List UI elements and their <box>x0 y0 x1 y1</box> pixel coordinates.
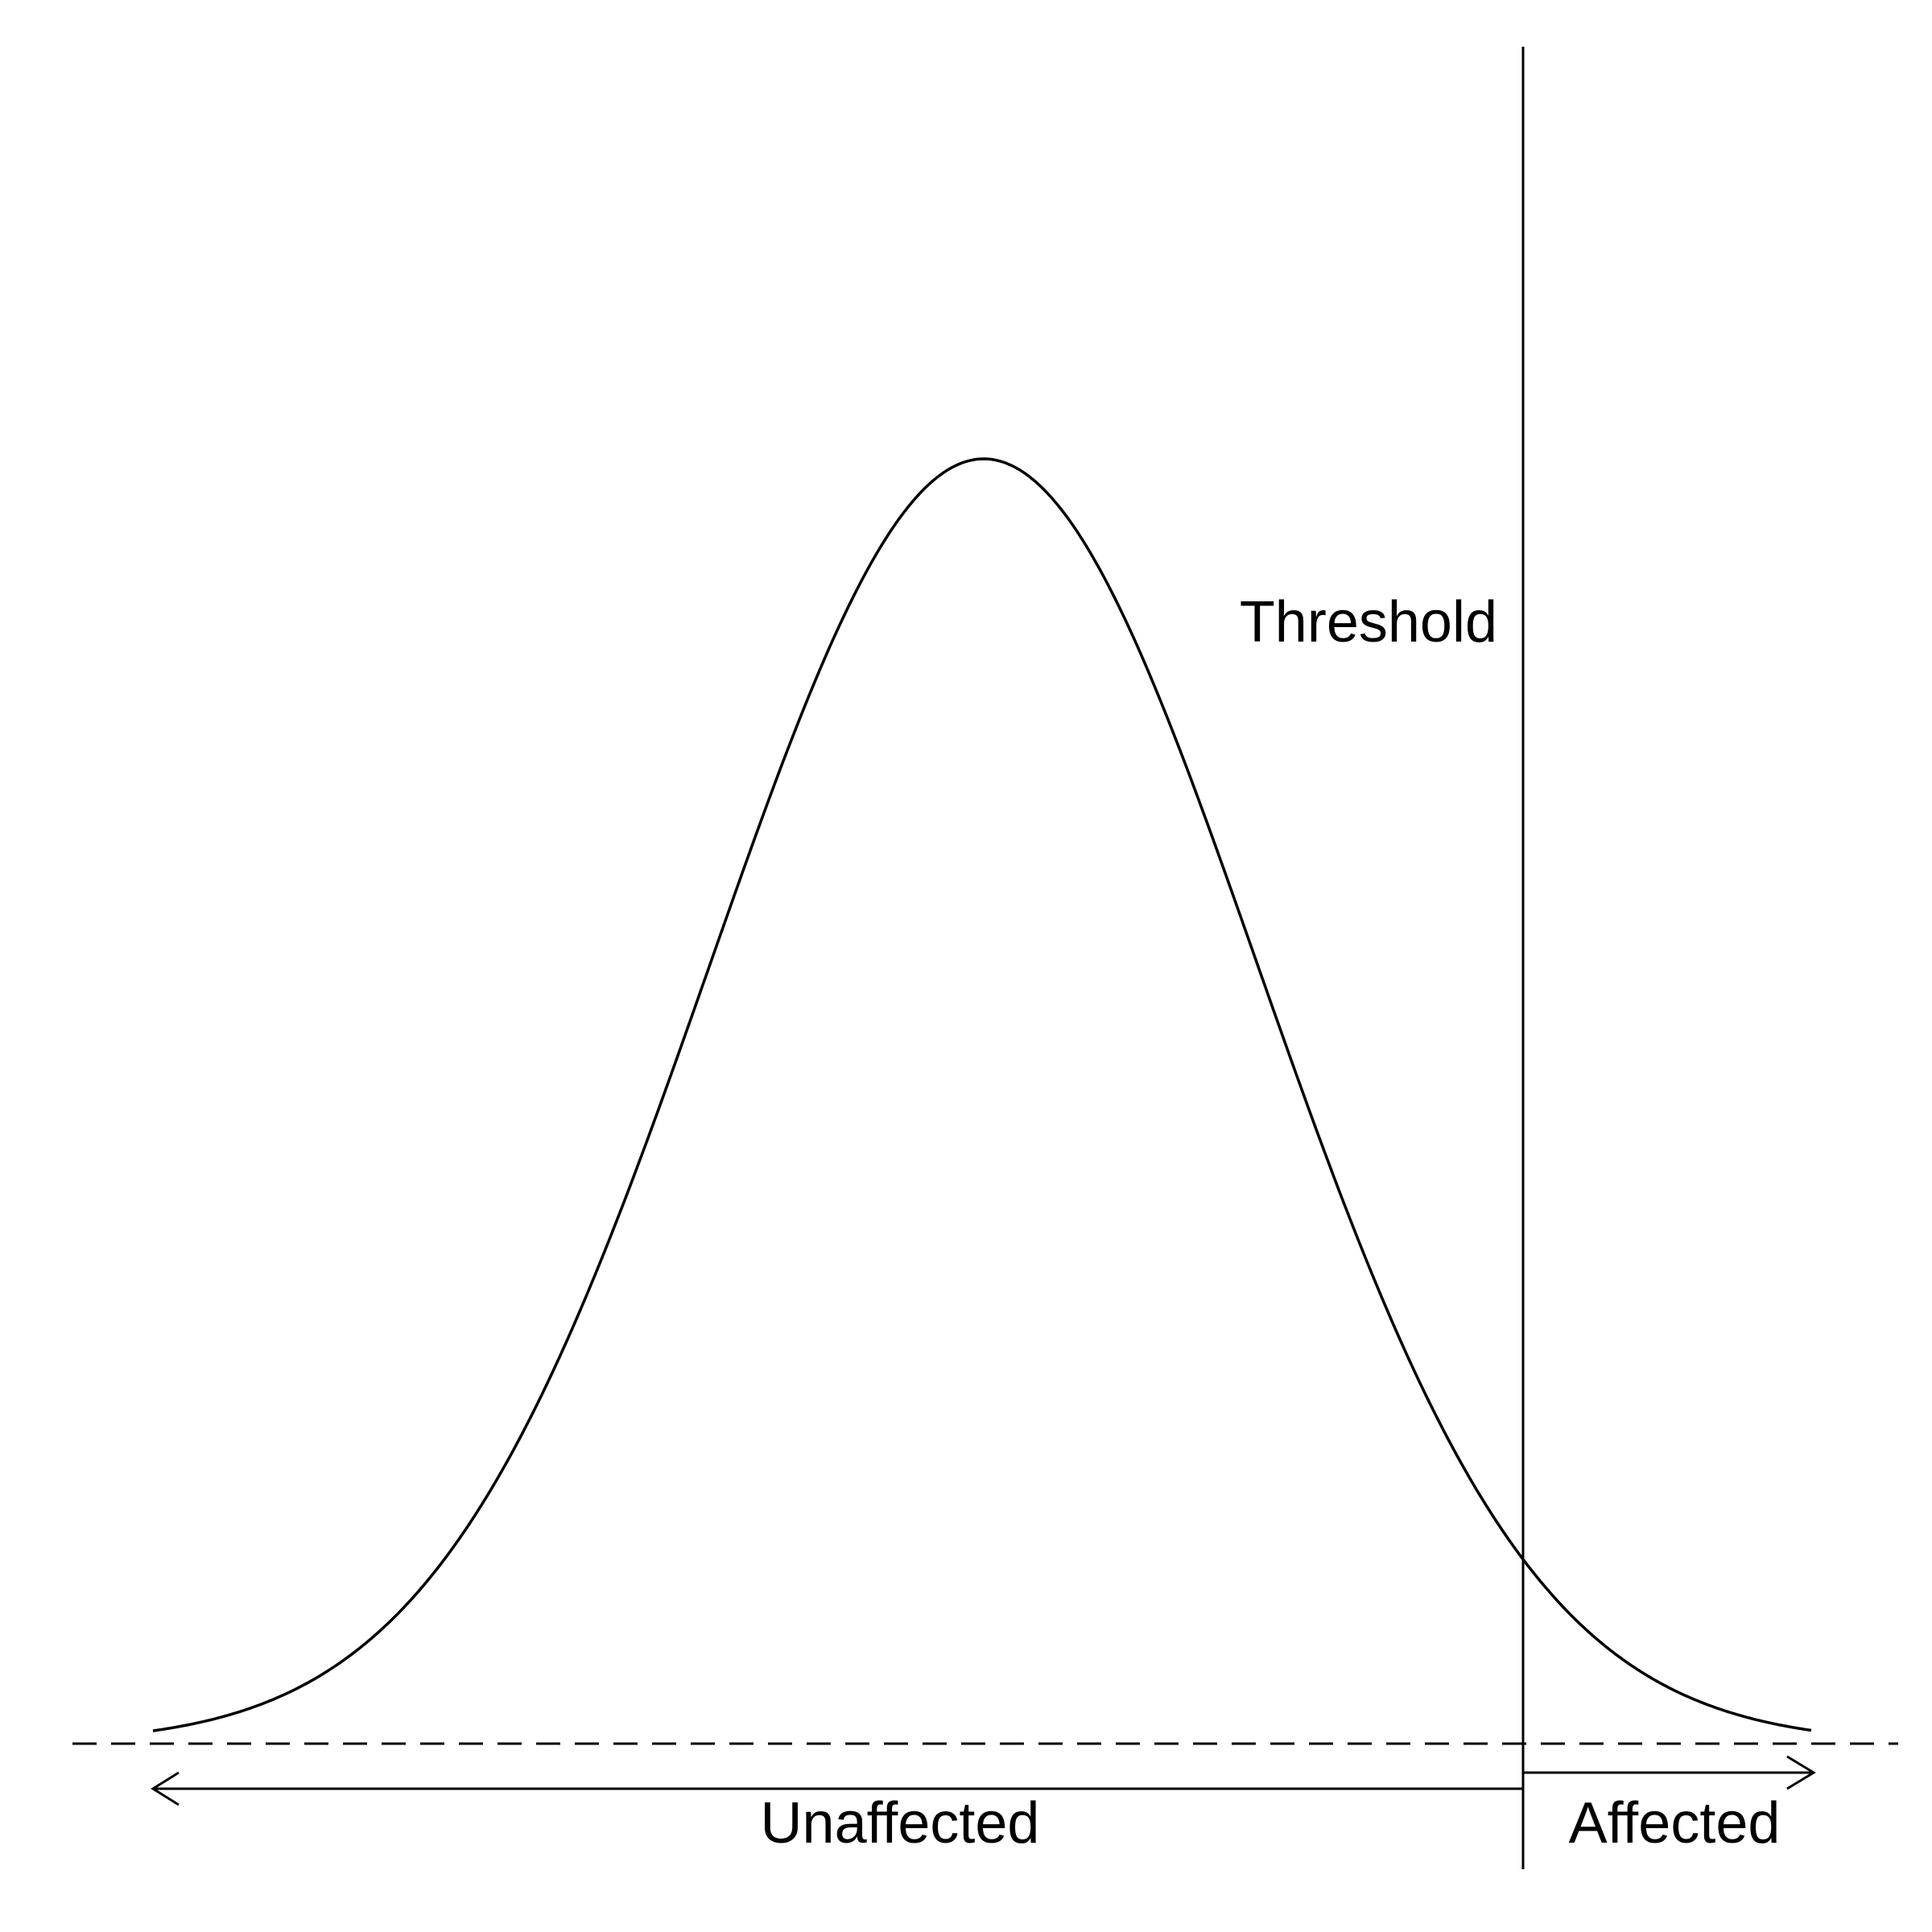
threshold-label: Threshold <box>1240 590 1497 654</box>
bell-curve <box>152 457 1812 1732</box>
affected-label: Affected <box>1569 1791 1781 1856</box>
unaffected-label: Unaffected <box>761 1791 1040 1856</box>
unaffected-arrow <box>151 1771 1523 1806</box>
affected-arrow <box>1523 1755 1816 1790</box>
